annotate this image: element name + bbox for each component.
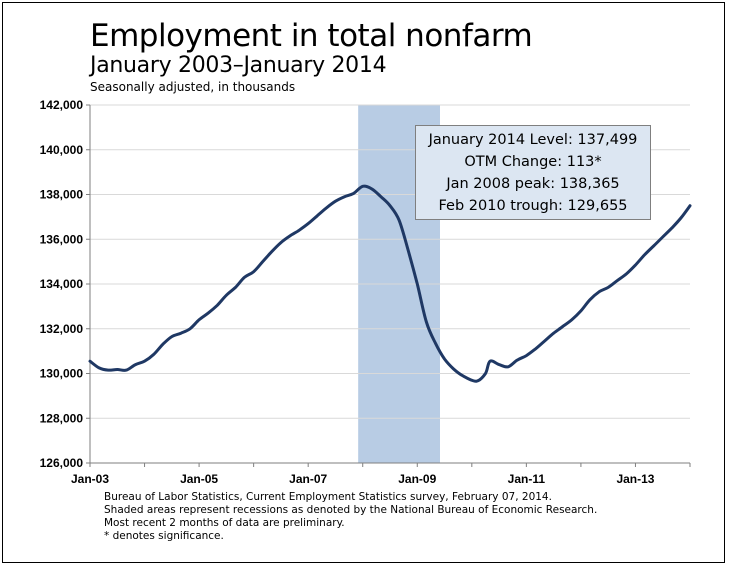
x-tick-label: Jan-05 xyxy=(180,472,218,486)
employment-series-line xyxy=(88,184,692,383)
footnote-significance: * denotes significance. xyxy=(104,530,224,542)
x-tick-label: Jan-09 xyxy=(398,472,436,486)
x-tick-label: Jan-03 xyxy=(71,472,109,486)
infobox-peak: Jan 2008 peak: 138,365 xyxy=(446,176,620,192)
infobox-level: January 2014 Level: 137,499 xyxy=(428,132,638,148)
chart-subtitle: January 2003–January 2014 xyxy=(90,53,387,78)
y-tick-label: 142,000 xyxy=(40,98,84,112)
source-footnotes: Bureau of Labor Statistics, Current Empl… xyxy=(104,491,597,543)
x-tick-label: Jan-13 xyxy=(616,472,654,486)
y-tick-label: 136,000 xyxy=(40,232,84,246)
footnote-recession: Shaded areas represent recessions as den… xyxy=(104,504,598,516)
y-tick-label: 130,000 xyxy=(40,367,84,381)
y-tick-label: 138,000 xyxy=(40,188,84,202)
units-note: Seasonally adjusted, in thousands xyxy=(90,80,296,94)
infobox-otm-change: OTM Change: 113* xyxy=(464,154,602,170)
x-tick-label: Jan-11 xyxy=(508,472,546,486)
footnote-preliminary: Most recent 2 months of data are prelimi… xyxy=(104,517,345,529)
summary-infobox: January 2014 Level: 137,499 OTM Change: … xyxy=(415,125,651,220)
infobox-trough: Feb 2010 trough: 129,655 xyxy=(438,198,628,214)
y-tick-label: 126,000 xyxy=(40,456,84,470)
footnote-source: Bureau of Labor Statistics, Current Empl… xyxy=(104,491,552,503)
chart-title: Employment in total nonfarm xyxy=(90,18,533,54)
y-tick-label: 128,000 xyxy=(40,411,84,425)
y-tick-label: 132,000 xyxy=(40,322,84,336)
x-tick-label: Jan-07 xyxy=(289,472,327,486)
y-tick-label: 140,000 xyxy=(40,143,84,157)
y-tick-label: 134,000 xyxy=(40,277,84,291)
